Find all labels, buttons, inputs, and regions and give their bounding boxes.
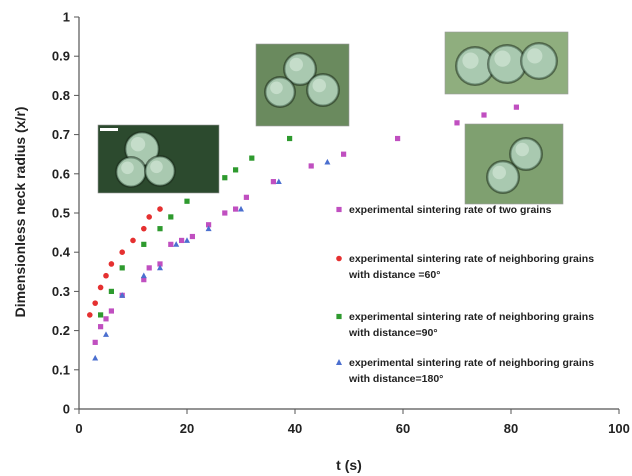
- series-4-point-3: [119, 292, 126, 298]
- series-4-point-4: [140, 272, 147, 279]
- y-tick-label: 0: [63, 402, 70, 417]
- series-3-point-6: [168, 214, 174, 220]
- grain-photo-60deg: [97, 124, 220, 194]
- legend-marker-2: [336, 255, 342, 262]
- series-3-point-3: [119, 265, 125, 271]
- x-tick-label: 0: [75, 421, 82, 436]
- x-tick-label: 60: [396, 421, 410, 436]
- x-tick-label: 100: [608, 421, 630, 436]
- series-2-point-7: [130, 237, 136, 244]
- series-2-point-9: [146, 214, 152, 220]
- scale-bar: [100, 128, 118, 131]
- series-1-point-8: [157, 261, 163, 267]
- grain-photo-90deg: [255, 43, 350, 127]
- series-3-point-11: [287, 135, 293, 142]
- legend-marker-4: [336, 359, 342, 365]
- x-tick-label: 40: [288, 421, 302, 436]
- series-2-point-6: [119, 249, 125, 255]
- series-2-point-3: [97, 284, 104, 291]
- series-1-point-14: [233, 206, 239, 212]
- series-3-point-2: [108, 288, 114, 294]
- series-4-point-8: [205, 225, 212, 232]
- x-tick-label: 20: [180, 421, 194, 436]
- series-3-point-8: [222, 175, 228, 181]
- series-4-point-11: [324, 158, 331, 165]
- series-2-point-8: [141, 225, 147, 232]
- y-tick-label: 0.9: [52, 49, 70, 64]
- series-1-point-22: [513, 104, 519, 110]
- series-1-point-2: [98, 324, 104, 330]
- y-tick-label: 0.2: [52, 323, 70, 338]
- series-4-point-1: [92, 354, 99, 361]
- series-1-point-16: [270, 179, 276, 185]
- series-1-point-18: [341, 151, 347, 157]
- legend: experimental sintering rate of two grain…: [336, 204, 594, 385]
- y-tick-label: 0.5: [52, 206, 70, 221]
- series-2-point-5: [108, 261, 115, 267]
- series-1-point-20: [454, 120, 460, 126]
- series-1-point-7: [146, 265, 152, 271]
- series-2-point-2: [92, 300, 98, 306]
- series-1-point-6: [141, 277, 147, 283]
- series-1-point-9: [168, 241, 174, 247]
- series-1-point-13: [222, 210, 228, 216]
- y-tick-label: 0.7: [52, 127, 70, 142]
- y-tick-label: 1: [63, 10, 70, 25]
- axes: 0 0.1 0.2 0.3 0.4 0.5 0.6 0.7 0.8 0.9 1 0 20 40 60 80 10…: [52, 10, 630, 437]
- grain-photo-180deg: [444, 31, 569, 95]
- series-2-point-1: [87, 312, 93, 318]
- series-1-point-15: [243, 194, 249, 200]
- series-1-point-17: [308, 163, 314, 169]
- series-3-point-5: [157, 226, 163, 232]
- x-tick-label: 80: [504, 421, 518, 436]
- grain-photo-two-grains: [464, 123, 564, 205]
- y-tick-label: 0.3: [52, 284, 70, 299]
- series-3-point-10: [249, 155, 255, 161]
- y-tick-label: 0.8: [52, 88, 70, 103]
- series-1-point-10: [179, 237, 185, 244]
- series-4-point-7: [184, 237, 190, 243]
- y-tick-label: 0.4: [52, 245, 71, 260]
- legend-label-2: experimental sintering rate of neighbori…: [348, 253, 594, 281]
- series-2-point-4: [103, 272, 109, 279]
- series-1-point-12: [206, 222, 212, 228]
- legend-marker-3: [336, 313, 342, 320]
- legend-label-4: experimental sintering rate of neighbori…: [348, 357, 594, 385]
- series-1-point-21: [481, 112, 487, 118]
- series-4-point-5: [157, 264, 163, 271]
- series-4-point-10: [275, 178, 282, 185]
- series-1-point-11: [189, 233, 195, 240]
- series-3-point-4: [141, 241, 147, 247]
- x-axis-title: t (s): [336, 457, 362, 473]
- series-3-point-1: [98, 312, 104, 318]
- series-4-point-2: [103, 331, 109, 337]
- series-3-point-7: [184, 198, 190, 204]
- y-axis-title: Dimensionless neck radius (x/r): [12, 107, 28, 318]
- legend-marker-1: [336, 206, 342, 213]
- grain-photos: [97, 31, 569, 205]
- series-2-point-10: [157, 206, 163, 212]
- series-1-point-4: [108, 308, 114, 314]
- series-1-point-3: [103, 316, 109, 322]
- series-1-point-19: [395, 135, 401, 142]
- series-3-point-9: [233, 167, 239, 173]
- legend-label-1: experimental sintering rate of two grain…: [349, 204, 552, 216]
- legend-label-3: experimental sintering rate of neighbori…: [348, 311, 594, 339]
- y-tick-label: 0.1: [52, 362, 70, 377]
- series-4-point-6: [173, 241, 180, 247]
- series-4-point-9: [238, 205, 244, 212]
- data-marks: [87, 104, 519, 361]
- y-tick-label: 0.6: [52, 166, 70, 181]
- series-1-point-1: [92, 339, 98, 345]
